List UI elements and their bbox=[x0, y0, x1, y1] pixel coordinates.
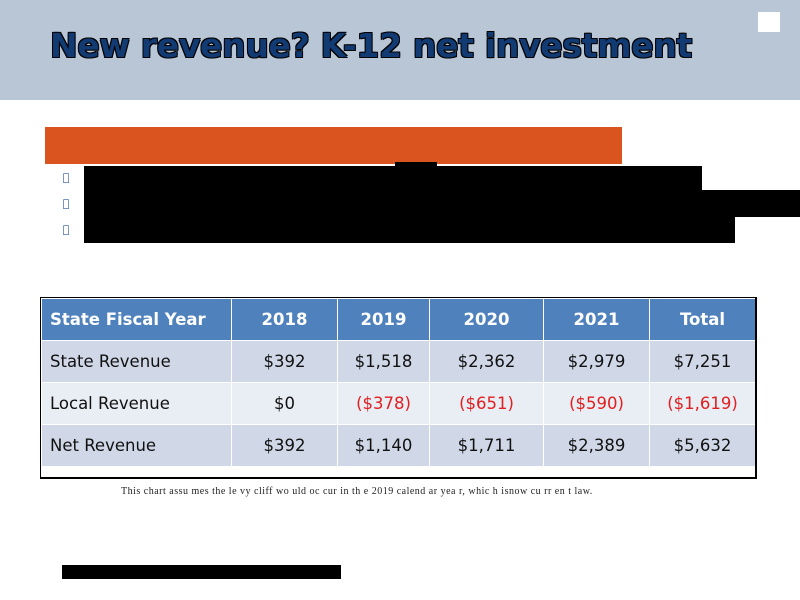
table-cell: $5,632 bbox=[650, 425, 755, 466]
table-cell: ($651) bbox=[430, 383, 543, 424]
column-header: State Fiscal Year bbox=[42, 299, 231, 340]
table-cell: ($378) bbox=[338, 383, 429, 424]
table-cell: $1,711 bbox=[430, 425, 543, 466]
header-band bbox=[0, 0, 800, 100]
row-label: State Revenue bbox=[42, 341, 231, 382]
table-cell: $2,389 bbox=[544, 425, 649, 466]
table-cell: $392 bbox=[232, 425, 337, 466]
table-cell: $1,518 bbox=[338, 341, 429, 382]
row-label: Local Revenue bbox=[42, 383, 231, 424]
column-header: Total bbox=[650, 299, 755, 340]
table-cell: $1,140 bbox=[338, 425, 429, 466]
column-header: 2019 bbox=[338, 299, 429, 340]
redacted-footer-bar bbox=[62, 565, 341, 579]
redacted-text-line bbox=[84, 216, 735, 243]
table-row: Local Revenue $0 ($378) ($651) ($590) ($… bbox=[42, 383, 755, 424]
table-cell: $2,362 bbox=[430, 341, 543, 382]
table-cell: $2,979 bbox=[544, 341, 649, 382]
table-cell: ($590) bbox=[544, 383, 649, 424]
revenue-table-frame: State Fiscal Year 2018 2019 2020 2021 To… bbox=[40, 297, 757, 479]
table-cell: $7,251 bbox=[650, 341, 755, 382]
bullet-icon:  bbox=[60, 171, 72, 185]
corner-box bbox=[758, 12, 780, 32]
bullet-icon:  bbox=[60, 223, 72, 237]
table-cell: ($1,619) bbox=[650, 383, 755, 424]
column-header: 2021 bbox=[544, 299, 649, 340]
bullet-icon:  bbox=[60, 197, 72, 211]
table-cell: $0 bbox=[232, 383, 337, 424]
redacted-text-line bbox=[84, 190, 800, 217]
slide-title: New revenue? K-12 net investment bbox=[50, 26, 693, 65]
table-cell: $392 bbox=[232, 341, 337, 382]
table-row: State Revenue $392 $1,518 $2,362 $2,979 … bbox=[42, 341, 755, 382]
table-header-row: State Fiscal Year 2018 2019 2020 2021 To… bbox=[42, 299, 755, 340]
redacted-block bbox=[395, 162, 437, 166]
redacted-text-line bbox=[84, 166, 702, 192]
column-header: 2020 bbox=[430, 299, 543, 340]
table-row: Net Revenue $392 $1,140 $1,711 $2,389 $5… bbox=[42, 425, 755, 466]
revenue-table: State Fiscal Year 2018 2019 2020 2021 To… bbox=[41, 298, 756, 467]
column-header: 2018 bbox=[232, 299, 337, 340]
section-heading-bar bbox=[45, 127, 622, 164]
footnote: This chart assu mes the le vy cliff wo u… bbox=[121, 486, 593, 497]
row-label: Net Revenue bbox=[42, 425, 231, 466]
